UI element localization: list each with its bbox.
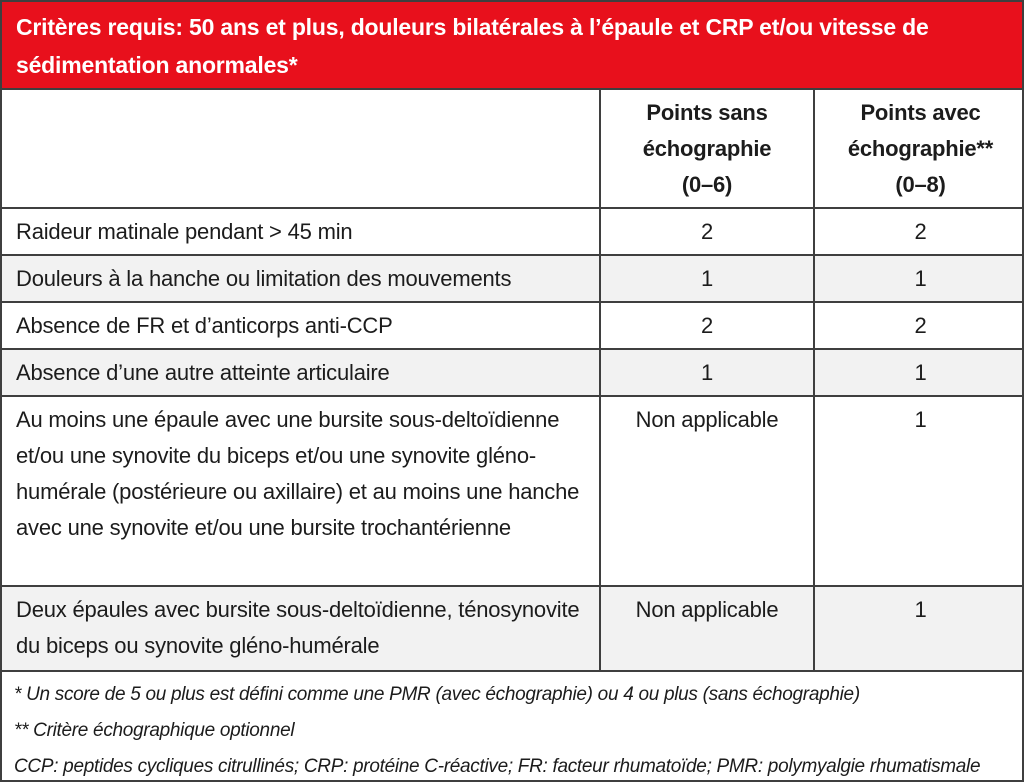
points-sans-value: 1 <box>599 254 814 302</box>
table-row: Absence de FR et d’anticorps anti-CCP 2 … <box>2 301 1022 349</box>
header-line: Points sans <box>646 100 768 125</box>
table-row: Deux épaules avec bursite sous-deltoïdie… <box>2 585 1022 670</box>
points-sans-value: 2 <box>599 301 814 349</box>
points-sans-value: Non applicable <box>599 585 814 670</box>
footnotes: * Un score de 5 ou plus est défini comme… <box>2 670 1022 780</box>
criterion-label: Raideur matinale pendant > 45 min <box>2 207 600 255</box>
criterion-label: Deux épaules avec bursite sous-deltoïdie… <box>2 585 600 670</box>
footnote-optional-criterion: ** Critère échographique optionnel <box>14 720 295 741</box>
header-row: Points sans échographie (0–6) Points ave… <box>2 90 1022 208</box>
footnote-abbreviations: CCP: peptides cycliques citrullinés; CRP… <box>14 756 981 777</box>
header-line: (0–8) <box>895 172 946 197</box>
header-line: (0–6) <box>681 172 733 197</box>
points-avec-value: 2 <box>813 207 1022 255</box>
required-criteria-title: Critères requis: 50 ans et plus, douleur… <box>16 14 929 78</box>
header-line: échographie** <box>847 136 994 161</box>
criterion-label: Absence de FR et d’anticorps anti-CCP <box>2 301 600 349</box>
table-row: Douleurs à la hanche ou limitation des m… <box>2 254 1022 302</box>
criterion-label: Au moins une épaule avec une bursite sou… <box>2 395 600 586</box>
points-avec-value: 1 <box>813 395 1022 586</box>
header-line: échographie <box>642 136 772 161</box>
points-avec-value: 1 <box>813 585 1022 670</box>
points-sans-value: 2 <box>599 207 814 255</box>
points-avec-value: 1 <box>813 254 1022 302</box>
criteria-column-header <box>2 90 600 208</box>
criterion-label: Absence d’une autre atteinte articulaire <box>2 348 600 396</box>
points-sans-value: 1 <box>599 348 814 396</box>
points-table: Points sans échographie (0–6) Points ave… <box>2 90 1022 670</box>
points-sans-echographie-header: Points sans échographie (0–6) <box>599 90 814 208</box>
table-row: Au moins une épaule avec une bursite sou… <box>2 395 1022 586</box>
required-criteria-banner: Critères requis: 50 ans et plus, douleur… <box>2 2 1022 90</box>
footnote-score-definition: * Un score de 5 ou plus est défini comme… <box>14 684 860 705</box>
points-avec-value: 1 <box>813 348 1022 396</box>
criterion-label: Douleurs à la hanche ou limitation des m… <box>2 254 600 302</box>
points-avec-value: 2 <box>813 301 1022 349</box>
points-avec-echographie-header: Points avec échographie** (0–8) <box>813 90 1022 208</box>
table-row: Absence d’une autre atteinte articulaire… <box>2 348 1022 396</box>
header-line: Points avec <box>860 100 981 125</box>
points-sans-value: Non applicable <box>599 395 814 586</box>
table-row: Raideur matinale pendant > 45 min 2 2 <box>2 207 1022 255</box>
